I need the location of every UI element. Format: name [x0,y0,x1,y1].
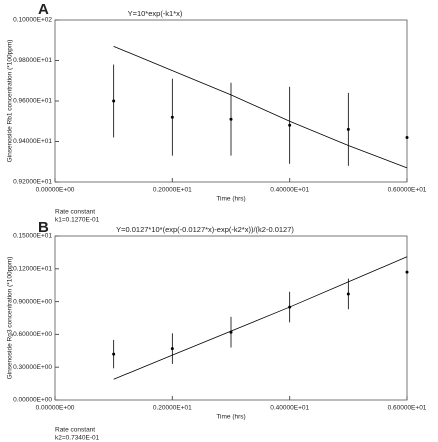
chart-title: Y=10*exp(-k1*x) [128,9,183,18]
x-tick-label: 0.40000E+01 [270,187,309,194]
y-tick-label: 0.00000E+00 [13,397,52,404]
y-tick-label: 0.96000E+01 [13,98,52,105]
y-tick-label: 0.30000E+00 [13,364,52,371]
panel-label: A [38,1,49,18]
data-point [229,117,233,121]
fit-line [113,45,408,169]
data-point [346,292,350,296]
y-axis-label: Ginsenoside Rb1 concentration (*100ppm) [7,40,14,163]
y-tick-label: 0.92000E+01 [13,179,52,186]
x-tick-label: 0.60000E+01 [388,187,427,194]
rate-label: Rate constant [55,427,95,434]
data-point [288,123,292,127]
y-tick-label: 0.10000E+02 [13,17,52,24]
y-tick-label: 0.12000E+01 [13,266,52,273]
fit-line [113,256,408,380]
data-point [112,99,116,103]
x-tick-label: 0.40000E+01 [270,405,309,412]
plot-frame [54,235,408,401]
data-point [405,270,409,274]
x-tick-label: 0.60000E+01 [388,405,427,412]
x-axis-label: Time (hrs) [216,196,245,203]
y-axis-label: Ginsenoside Rg3 concentration (*100ppm) [7,257,14,380]
data-point [112,352,116,356]
y-tick-label: 0.60000E+00 [13,331,52,338]
data-point [346,127,350,131]
chart-title: Y=0.0127*10*(exp(-0.0127*x)-exp(-k2*x))/… [116,225,294,234]
x-tick-label: 0.00000E+00 [36,405,75,412]
rate-value: k1=0.1270E-01 [55,217,100,224]
data-point [170,347,174,351]
y-tick-label: 0.15000E+01 [13,233,52,240]
rate-value: k2=0.7340E-01 [55,435,100,442]
y-tick-label: 0.94000E+01 [13,138,52,145]
x-axis-label: Time (hrs) [216,414,245,421]
panel-label: B [38,219,49,236]
data-point [405,135,409,139]
data-point [170,115,174,119]
x-tick-label: 0.20000E+01 [153,187,192,194]
y-tick-label: 0.90000E+00 [13,298,52,305]
x-tick-label: 0.00000E+00 [36,187,75,194]
rate-label: Rate constant [55,209,95,216]
x-tick-label: 0.20000E+01 [153,405,192,412]
y-tick-label: 0.98000E+01 [13,57,52,64]
